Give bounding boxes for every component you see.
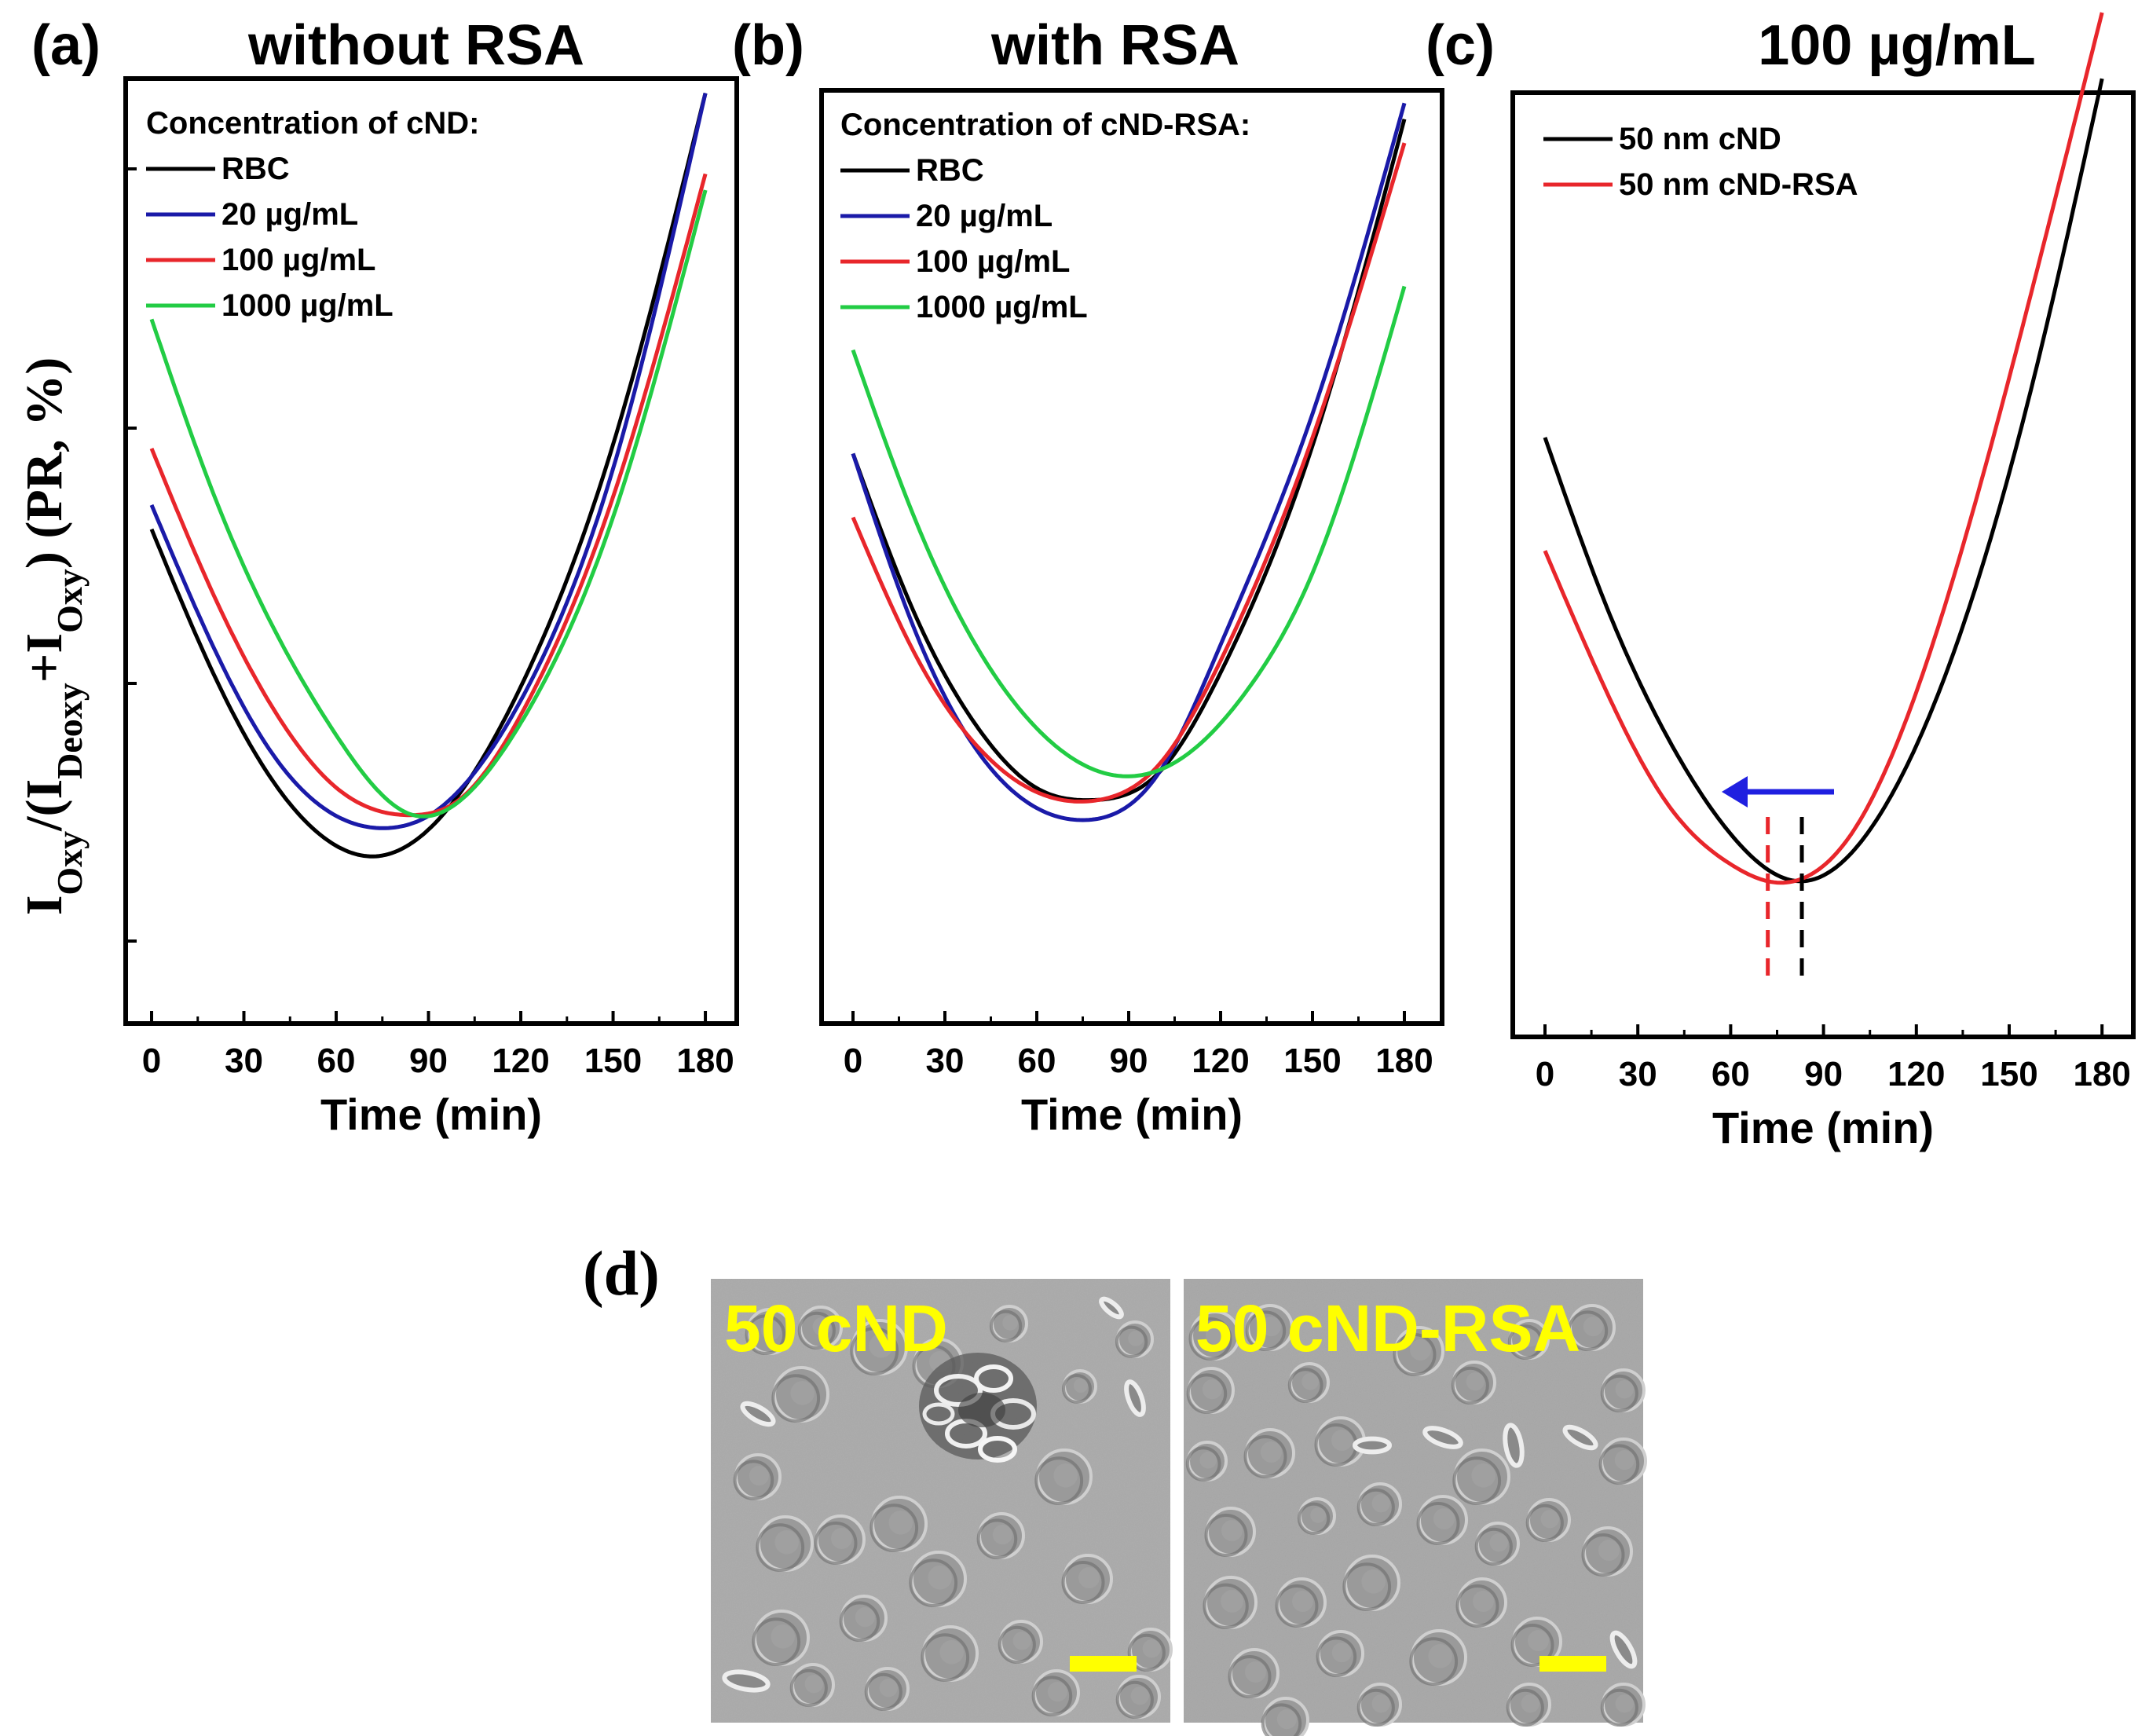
legend: Concentration of cND: RBC 20 µg/mL 100 µg/m… (146, 106, 479, 323)
x-tick-label: 90 (409, 1042, 448, 1080)
x-tick-label: 90 (1110, 1042, 1148, 1080)
legend-entry: 1000 µg/mL (916, 290, 1088, 324)
x-axis-label: Time (min) (1021, 1090, 1243, 1139)
chart-title: 100 µg/mL (1758, 14, 2036, 77)
x-tick-label: 150 (1980, 1055, 2037, 1093)
plot-frame (819, 88, 1444, 1026)
series-line-3 (149, 189, 708, 819)
series-line-1 (1543, 12, 2104, 885)
x-tick-label: 60 (1712, 1055, 1750, 1093)
red-blood-cell (1562, 1424, 1598, 1451)
red-blood-cells-cnd-rsa (1185, 1304, 1647, 1736)
panel-label-b: (b) (732, 14, 804, 77)
chart-panel-c: (c) 100 µg/mL 0 30 60 90 120 150 180 Time (min) 50… (1426, 12, 2136, 1152)
red-blood-cells-cnd (722, 1296, 1173, 1719)
chart-panel-a: (a) without RSA 0 30 60 90 120 150 180 Time (min)… (31, 14, 739, 1139)
micrograph-label-cnd-rsa: 50 cND-RSA (1195, 1291, 1580, 1365)
panel-label-d: (d) (583, 1240, 660, 1309)
legend-title: Concentration of cND-RSA: (840, 108, 1250, 142)
legend: Concentration of cND-RSA: RBC 20 µg/mL 100 … (840, 108, 1250, 324)
series-line-2 (851, 142, 1407, 804)
plot-frame (123, 76, 739, 1026)
x-tick-label: 120 (1887, 1055, 1945, 1093)
y-axis-label-text: IOxy/(IDeoxy+IOxy) (PR, %) (16, 357, 90, 916)
scale-bar-cnd (1070, 1656, 1137, 1672)
legend-entry: 1000 µg/mL (221, 288, 394, 323)
red-blood-cell (1099, 1296, 1124, 1320)
x-tick-label: 30 (1619, 1055, 1657, 1093)
x-tick-label: 150 (584, 1042, 642, 1080)
red-blood-cell (1353, 1436, 1392, 1455)
x-tick-label: 30 (225, 1042, 263, 1080)
series-line-2 (149, 173, 708, 818)
x-axis-label: Time (min) (320, 1090, 542, 1139)
shift-arrow-head (1722, 776, 1748, 808)
series-line-0 (1543, 78, 2104, 884)
x-tick-label: 30 (926, 1042, 965, 1080)
legend-entry: RBC (221, 152, 290, 186)
x-tick-label: 180 (676, 1042, 734, 1080)
x-tick-label: 150 (1283, 1042, 1341, 1080)
legend-entry: 20 µg/mL (221, 197, 358, 232)
red-blood-cell (740, 1401, 776, 1427)
red-blood-cell (1503, 1423, 1525, 1468)
micrograph-panel-d: (d) 50 cND 50 cND-RSA (583, 1240, 1647, 1736)
micrograph-cnd-rsa: 50 cND-RSA (1184, 1279, 1647, 1736)
legend-entry: 50 nm cND-RSA (1619, 167, 1858, 202)
scale-bar-cnd-rsa (1539, 1656, 1606, 1672)
x-tick-label: 0 (844, 1042, 862, 1080)
legend: 50 nm cND 50 nm cND-RSA (1543, 122, 1858, 202)
series-line-1 (851, 102, 1407, 822)
x-tick-label: 0 (1536, 1055, 1554, 1093)
panel-label-c: (c) (1426, 14, 1495, 77)
x-tick-label: 60 (1018, 1042, 1056, 1080)
micrograph-label-cnd: 50 cND (724, 1291, 948, 1365)
red-blood-cell (722, 1669, 771, 1693)
legend-entry: RBC (916, 153, 984, 188)
red-blood-cell (1422, 1426, 1463, 1449)
series-line-0 (851, 118, 1407, 803)
red-blood-cell (1124, 1379, 1146, 1417)
chart-title: without RSA (247, 14, 584, 77)
series-line-0 (149, 92, 708, 859)
x-tick-label: 90 (1804, 1055, 1843, 1093)
y-axis-label: IOxy/(IDeoxy+IOxy) (PR, %) (16, 357, 90, 916)
x-tick-label: 60 (317, 1042, 356, 1080)
series-line-3 (851, 285, 1407, 778)
chart-panel-b: (b) with RSA 0 30 60 90 120 150 180 Time (min) Con… (732, 14, 1444, 1139)
plot-frame (1510, 90, 2136, 1039)
legend-entry: 50 nm cND (1619, 122, 1781, 156)
x-axis-label: Time (min) (1712, 1103, 1934, 1152)
panel-label-a: (a) (31, 14, 101, 77)
legend-entry: 100 µg/mL (916, 244, 1070, 279)
micrograph-cnd: 50 cND (711, 1279, 1173, 1723)
x-tick-label: 0 (142, 1042, 161, 1080)
legend-entry: 20 µg/mL (916, 199, 1053, 233)
x-tick-label: 180 (1375, 1042, 1433, 1080)
x-tick-label: 120 (492, 1042, 549, 1080)
x-tick-label: 120 (1192, 1042, 1249, 1080)
x-tick-label: 180 (2073, 1055, 2130, 1093)
legend-entry: 100 µg/mL (221, 243, 375, 277)
legend-title: Concentration of cND: (146, 106, 479, 141)
chart-title: with RSA (990, 14, 1239, 77)
rbc-aggregate (919, 1353, 1037, 1463)
red-blood-cell (1609, 1630, 1638, 1669)
